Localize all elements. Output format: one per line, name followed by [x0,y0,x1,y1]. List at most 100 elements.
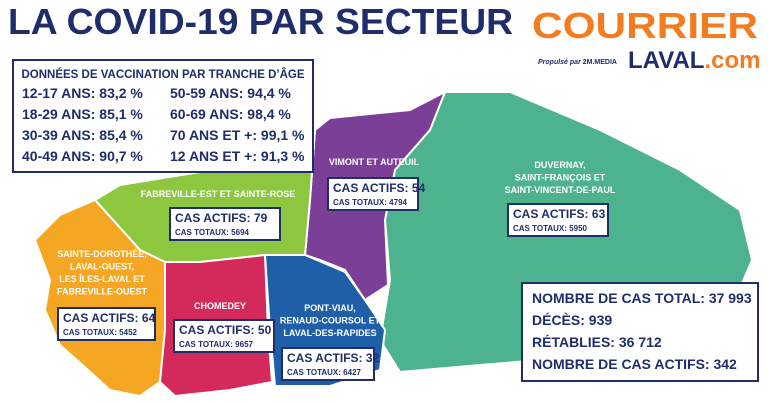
summary-item: DÉCÈS: 939 [532,312,612,328]
total-cases: CAS TOTAUX: 5694 [175,228,250,237]
region-sainte-dorothee [33,198,166,398]
total-cases-label: CAS TOTAUX: [333,198,387,207]
total-cases: CAS TOTAUX: 9657 [179,340,254,349]
vaccination-item-label: 60-69 ANS: [170,106,243,122]
logo-suffix: .com [704,47,760,74]
active-cases-value: 79 [254,211,268,225]
vaccination-item-value: 85,1 % [99,106,143,122]
vaccination-item: 70 ANS ET +: 99,1 % [170,127,305,143]
total-cases: CAS TOTAUX: 6427 [287,368,362,377]
active-cases-value: 32 [366,351,380,365]
vaccination-item-label: 12 ANS ET +: [170,148,257,164]
vaccination-item-value: 94,4 % [247,85,291,101]
sector-name: SAINT-FRANÇOIS ET [515,173,606,183]
active-cases-label: CAS ACTIFS: [179,323,255,337]
total-cases-value: 5452 [119,328,137,337]
active-cases: CAS ACTIFS: 64 [63,311,156,325]
summary-item: NOMBRE DE CAS TOTAL: 37 993 [532,290,752,306]
active-cases: CAS ACTIFS: 32 [287,351,380,365]
sector-box [327,177,419,211]
total-cases-label: CAS TOTAUX: [63,328,117,337]
total-cases: CAS TOTAUX: 5950 [513,224,588,233]
total-cases-value: 9657 [235,340,253,349]
sector-name: LES ÎLES-LAVAL ET [59,273,145,284]
total-cases: CAS TOTAUX: 5452 [63,328,138,337]
active-cases-label: CAS ACTIFS: [175,211,251,225]
vaccination-item-label: 30-39 ANS: [22,127,95,143]
summary-item-value: 37 993 [709,290,752,306]
page-title: LA COVID-19 PAR SECTEUR [8,1,513,42]
total-cases-label: CAS TOTAUX: [287,368,341,377]
logo-top: COURRIER [532,5,758,46]
sector-name: FABREVILLE-OUEST [57,287,148,297]
vaccination-item: 60-69 ANS: 98,4 % [170,106,291,122]
active-cases: CAS ACTIFS: 79 [175,211,268,225]
dynamic: 12-17 ANS: 83,2 %18-29 ANS: 85,1 %30-39 … [22,85,752,381]
vaccination-item-label: 70 ANS ET +: [170,127,257,143]
sector-name: CHOMEDEY [194,301,246,311]
vaccination-item: 18-29 ANS: 85,1 % [22,106,143,122]
active-cases-label: CAS ACTIFS: [333,181,409,195]
active-cases-label: CAS ACTIFS: [63,311,139,325]
vaccination-item-label: 12-17 ANS: [22,85,95,101]
summary-item-value: 939 [589,312,613,328]
vaccination-item: 40-49 ANS: 90,7 % [22,148,143,164]
summary-item-label: RÉTABLIES: [532,334,615,350]
total-cases-value: 6427 [343,368,361,377]
summary-item-label: NOMBRE DE CAS ACTIFS: [532,356,710,372]
vaccination-item-value: 90,7 % [99,148,143,164]
vaccination-item-value: 83,2 % [99,85,143,101]
sector-box [507,203,609,237]
sector-name: RENAUD-COURSOL ET [280,316,381,326]
sector-name: SAINTE-DOROTHÉE, [57,249,147,259]
logo-tagline: Propulsé par 2M.MEDIA [538,59,617,66]
active-cases: CAS ACTIFS: 50 [179,323,272,337]
vaccination-item-label: 40-49 ANS: [22,148,95,164]
tagline-brand: 2M.MEDIA [583,59,617,66]
summary-item-value: 36 712 [619,334,662,350]
summary-item-label: DÉCÈS: [532,312,585,328]
total-cases-label: CAS TOTAUX: [179,340,233,349]
total-cases-label: CAS TOTAUX: [175,228,229,237]
vaccination-item-value: 85,4 % [99,127,143,143]
vaccination-item-value: 99,1 % [261,127,305,143]
sector-box [173,319,275,353]
vaccination-item-label: 50-59 ANS: [170,85,243,101]
active-cases-value: 64 [142,311,156,325]
logo-bottom: LAVAL.com [628,47,760,74]
active-cases: CAS ACTIFS: 63 [513,207,606,221]
total-cases-value: 5694 [231,228,249,237]
total-cases-label: CAS TOTAUX: [513,224,567,233]
summary-item-value: 342 [713,356,737,372]
active-cases-value: 54 [412,181,426,195]
active-cases: CAS ACTIFS: 54 [333,181,426,195]
vaccination-box [12,59,314,173]
sector-name: PONT-VIAU, [304,303,356,313]
vaccination-title: DONNÉES DE VACCINATION PAR TRANCHE D’ÂGE [21,68,304,81]
vaccination-item-label: 18-29 ANS: [22,106,95,122]
summary-item: RÉTABLIES: 36 712 [532,334,662,350]
active-cases-value: 50 [258,323,272,337]
vaccination-item: 30-39 ANS: 85,4 % [22,127,143,143]
summary-item: NOMBRE DE CAS ACTIFS: 342 [532,356,737,372]
total-cases: CAS TOTAUX: 4794 [333,198,408,207]
sector-name: FABREVILLE-EST ET SAINTE-ROSE [141,189,296,199]
active-cases-value: 63 [592,207,606,221]
vaccination-item: 12 ANS ET +: 91,3 % [170,148,305,164]
sector-box [281,347,375,381]
sector-box [57,307,156,341]
sector-name: SAINT-VINCENT-DE-PAUL [505,185,616,195]
vaccination-item: 12-17 ANS: 83,2 % [22,85,143,101]
vaccination-item: 50-59 ANS: 94,4 % [170,85,291,101]
sector-name: LAVAL-OUEST, [70,262,134,272]
sector-name: VIMONT ET AUTEUIL [329,157,420,167]
total-cases-value: 4794 [389,198,407,207]
tagline: Propulsé par [538,59,582,66]
active-cases-label: CAS ACTIFS: [287,351,363,365]
sector-name: LAVAL-DES-RAPIDES [283,328,376,338]
summary-box [521,282,759,382]
active-cases-label: CAS ACTIFS: [513,207,589,221]
vaccination-item-value: 98,4 % [247,106,291,122]
logo-laval: LAVAL [628,47,704,74]
